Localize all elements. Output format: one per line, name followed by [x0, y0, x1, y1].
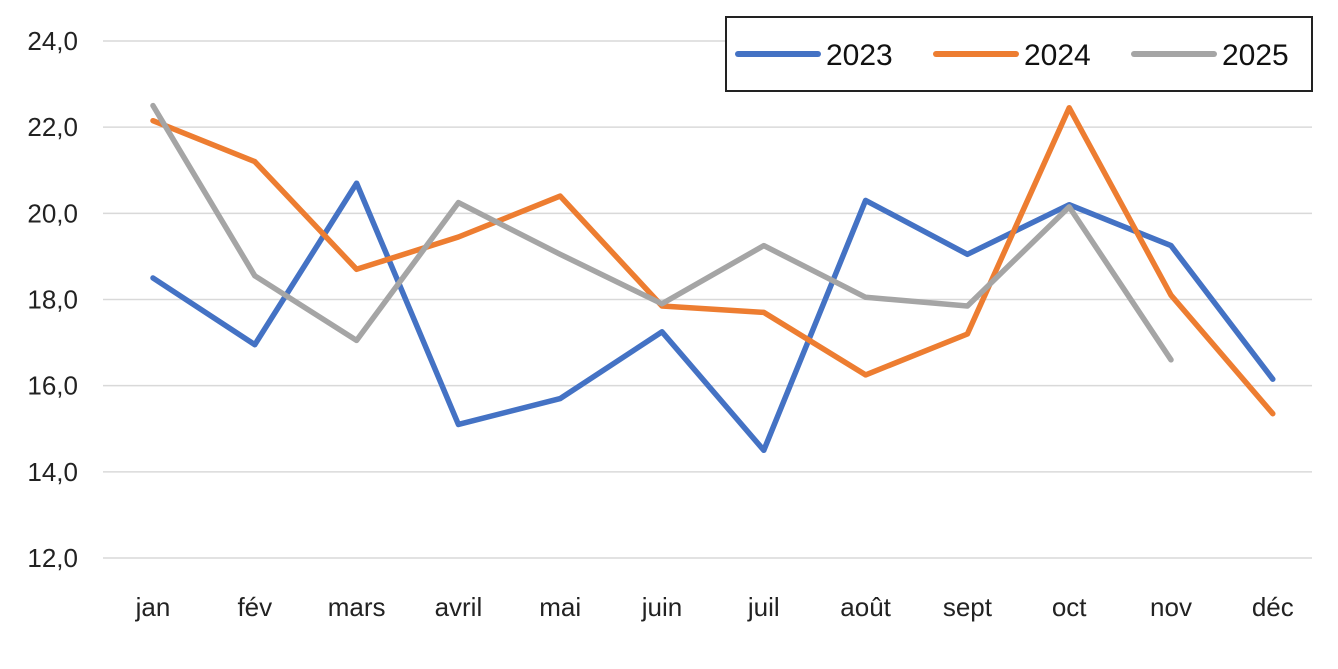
x-tick-label: mai	[539, 592, 581, 622]
x-tick-label: oct	[1052, 592, 1087, 622]
x-tick-label: juil	[747, 592, 780, 622]
y-tick-label: 20,0	[27, 198, 78, 228]
legend-label-2023: 2023	[826, 39, 893, 72]
x-tick-label: fév	[237, 592, 272, 622]
y-tick-label: 18,0	[27, 285, 78, 315]
x-tick-label: juin	[641, 592, 682, 622]
y-tick-label: 22,0	[27, 112, 78, 142]
x-tick-label: déc	[1252, 592, 1294, 622]
series-line-2023	[150, 180, 1276, 454]
y-tick-label: 12,0	[27, 543, 78, 573]
series-line-2024	[150, 105, 1276, 417]
y-axis: 12,0 14,0 16,0 18,0 20,0 22,0 24,0	[27, 26, 78, 573]
y-tick-label: 14,0	[27, 457, 78, 487]
x-tick-label: sept	[943, 592, 993, 622]
legend-label-2024: 2024	[1024, 39, 1091, 72]
legend: 2023 2024 2025	[725, 16, 1313, 92]
x-tick-label: nov	[1150, 592, 1192, 622]
series-lines	[150, 102, 1276, 454]
y-tick-label: 16,0	[27, 371, 78, 401]
series-line-2025	[150, 102, 1174, 363]
legend-label-2025: 2025	[1222, 39, 1289, 72]
y-tick-label: 24,0	[27, 26, 78, 56]
x-axis: jan fév mars avril mai juin juil août sept oct nov…	[135, 592, 1294, 622]
x-tick-label: mars	[328, 592, 386, 622]
x-tick-label: août	[840, 592, 891, 622]
x-tick-label: avril	[435, 592, 483, 622]
x-tick-label: jan	[135, 592, 171, 622]
